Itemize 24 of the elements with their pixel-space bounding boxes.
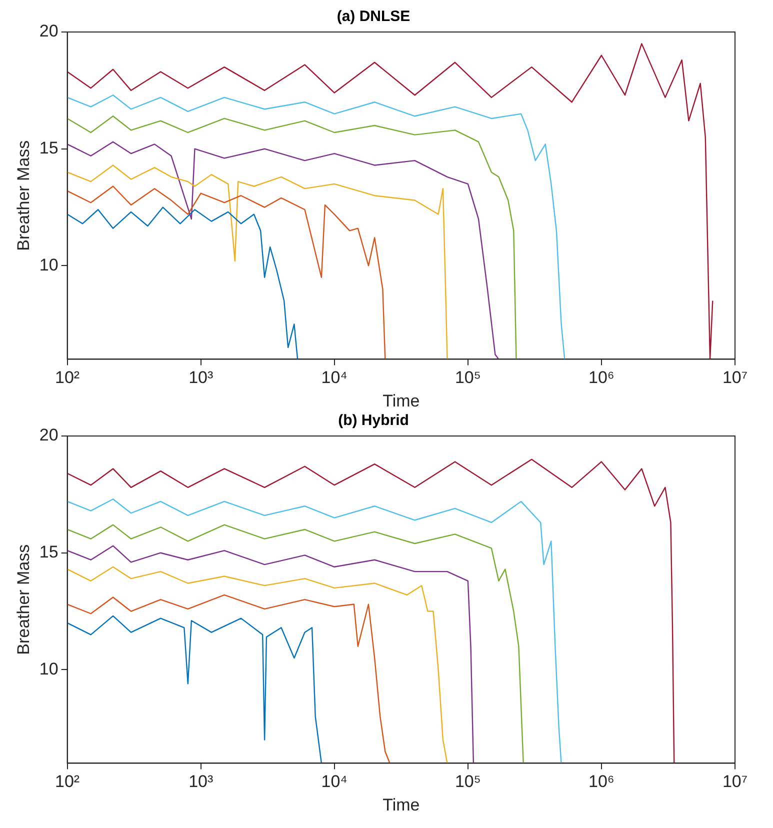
- x-tick-label: 10⁵: [454, 368, 481, 388]
- x-tick-label: 10⁴: [321, 368, 348, 388]
- y-tick-label: 15: [39, 138, 58, 158]
- x-tick-label: 10⁶: [588, 368, 614, 388]
- y-tick-label: 20: [39, 22, 58, 41]
- x-axis-title: Time: [382, 391, 420, 410]
- y-tick-label: 15: [39, 542, 58, 562]
- x-axis-title: Time: [382, 795, 420, 814]
- x-tick-label: 10³: [188, 772, 214, 792]
- chart-title: (b) Hybrid: [338, 412, 409, 430]
- y-tick-label: 10: [39, 255, 58, 274]
- y-axis-title: Breather Mass: [14, 140, 33, 251]
- y-tick-label: 20: [39, 426, 58, 445]
- x-tick-label: 10³: [188, 368, 214, 388]
- x-tick-label: 10²: [55, 368, 80, 388]
- y-axis-title: Breather Mass: [14, 544, 33, 655]
- x-tick-label: 10⁵: [454, 772, 481, 792]
- x-tick-label: 10⁷: [722, 368, 748, 388]
- x-tick-label: 10⁶: [588, 772, 614, 792]
- x-tick-label: 10⁴: [321, 772, 348, 792]
- x-tick-label: 10²: [55, 772, 80, 792]
- chart-title: (a) DNLSE: [336, 8, 410, 26]
- x-tick-label: 10⁷: [722, 772, 748, 792]
- y-tick-label: 10: [39, 659, 58, 678]
